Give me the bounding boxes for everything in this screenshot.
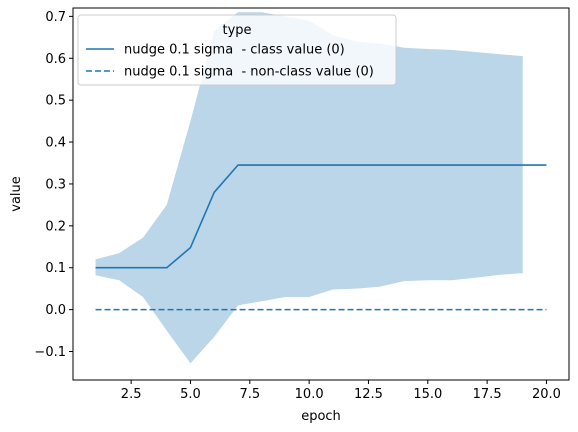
confidence-band <box>95 12 523 364</box>
y-tick-label: 0.5 <box>45 94 66 109</box>
plot-frame <box>72 7 570 381</box>
legend-entries: nudge 0.1 sigma - class value (0) nudge 0… <box>86 43 374 80</box>
x-tick-label: 10.0 <box>295 387 324 402</box>
y-axis-ticks: −0.1 0.0 0.1 0.2 0.3 0.4 0.5 0.6 0.7 <box>34 10 73 360</box>
x-tick-label: 12.5 <box>354 387 383 402</box>
legend-label-0: nudge 0.1 sigma - class value (0) <box>124 43 345 58</box>
confidence-band-layer <box>95 12 523 364</box>
y-tick-label: 0.7 <box>45 10 66 25</box>
x-tick-label: 20.0 <box>532 387 561 402</box>
y-tick-label: 0.0 <box>45 303 66 318</box>
y-tick-label: 0.6 <box>45 52 66 67</box>
y-tick-label: 0.1 <box>45 261 66 276</box>
y-tick-label: 0.3 <box>45 177 66 192</box>
x-tick-label: 17.5 <box>473 387 502 402</box>
series-layer <box>95 164 547 311</box>
y-tick-label: 0.4 <box>45 136 66 151</box>
x-tick-label: 2.5 <box>121 387 142 402</box>
legend-title: type <box>222 23 251 38</box>
x-axis-label: epoch <box>301 409 341 424</box>
y-tick-label: −0.1 <box>34 345 66 360</box>
x-tick-label: 7.5 <box>239 387 260 402</box>
x-tick-label: 5.0 <box>180 387 201 402</box>
legend-label-1: nudge 0.1 sigma - non-class value (0) <box>124 65 374 80</box>
y-tick-label: 0.2 <box>45 219 66 234</box>
x-tick-label: 15.0 <box>413 387 442 402</box>
y-axis-label: value <box>9 176 24 212</box>
x-axis-ticks: 2.5 5.0 7.5 10.0 12.5 15.0 17.5 20.0 <box>121 380 561 402</box>
legend: type nudge 0.1 sigma - class value (0)nu… <box>77 14 397 86</box>
legend-box <box>77 14 397 86</box>
series-line-0 <box>95 164 547 269</box>
